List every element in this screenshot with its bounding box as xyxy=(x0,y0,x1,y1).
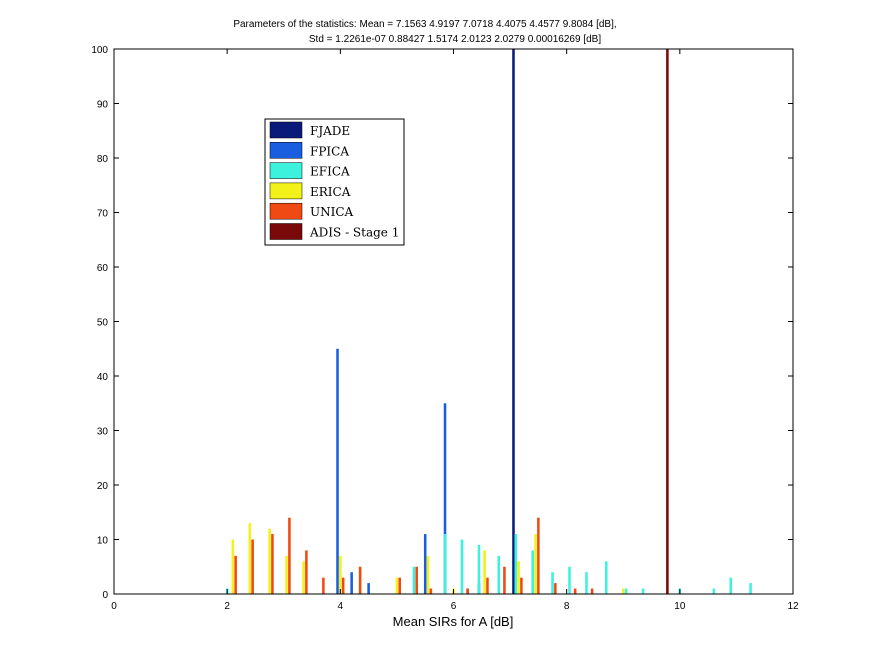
plot-area: 0 2 4 6 8 10 12 0 10 20 30 40 50 60 70 80 90 100 xyxy=(91,45,799,612)
bar-efica-10 xyxy=(585,572,588,594)
bar-efica-2 xyxy=(443,534,447,594)
bar-erica-11 xyxy=(517,561,520,594)
x-tick-label-5: 10 xyxy=(674,601,686,612)
bar-unica-9 xyxy=(415,566,418,594)
bar-erica-10 xyxy=(483,550,486,594)
bar-unica-12 xyxy=(486,577,489,594)
bar-fpica-4 xyxy=(443,403,447,594)
bar-fpica-3 xyxy=(423,534,427,594)
bar-efica-16 xyxy=(729,577,733,594)
bar-unica-17 xyxy=(573,588,577,594)
x-tick-label-3: 6 xyxy=(451,601,457,612)
chart-title-line-1: Parameters of the statistics: Mean = 7.1… xyxy=(233,19,616,30)
y-tick-label-3: 30 xyxy=(97,427,109,438)
legend-label-efica: EFICA xyxy=(310,165,350,179)
y-tick-label-6: 60 xyxy=(97,263,109,274)
bar-fpica-1 xyxy=(350,572,353,594)
y-tick-label-10: 100 xyxy=(91,45,108,56)
x-tick-label-0: 0 xyxy=(111,601,117,612)
bar-erica-1 xyxy=(248,523,252,594)
legend-label-erica: ERICA xyxy=(310,185,351,199)
bar-unica-15 xyxy=(537,517,540,594)
bar-unica-3 xyxy=(288,517,291,594)
bar-erica-13 xyxy=(621,588,625,594)
plot-frame xyxy=(113,48,794,595)
bar-efica-8 xyxy=(551,572,554,594)
bar-erica-7 xyxy=(395,577,399,594)
bar-unica-18 xyxy=(590,588,594,594)
y-ticks: 0 10 20 30 40 50 60 70 80 90 100 xyxy=(91,45,793,601)
x-tick-label-1: 2 xyxy=(224,601,230,612)
bar-efica-1 xyxy=(412,566,416,594)
y-tick-label-2: 20 xyxy=(97,481,109,492)
bar-fjade-0 xyxy=(512,49,515,594)
bar-unica-10 xyxy=(429,588,433,594)
bar-unica-2 xyxy=(271,534,274,594)
bar-unica-8 xyxy=(398,577,402,594)
legend-label-fpica: FPICA xyxy=(310,144,349,158)
bar-erica-8 xyxy=(426,555,430,594)
x-tick-label-6: 12 xyxy=(787,601,799,612)
legend-swatch-efica xyxy=(269,162,303,179)
bar-fpica-2 xyxy=(367,583,370,594)
y-tick-label-7: 70 xyxy=(97,209,109,220)
bar-efica-12 xyxy=(624,588,628,594)
bar-efica-15 xyxy=(712,588,716,594)
bar-erica-5 xyxy=(339,555,342,594)
x-ticks: 0 2 4 6 8 10 12 xyxy=(111,49,799,612)
bar-efica-13 xyxy=(641,588,645,594)
bar-erica-12 xyxy=(534,534,537,594)
legend-swatch-fjade xyxy=(269,121,303,139)
bar-unica-0 xyxy=(234,555,237,594)
bar-adis-stage-1-0 xyxy=(666,49,669,594)
bar-erica-3 xyxy=(285,555,288,594)
bar-unica-13 xyxy=(503,566,506,594)
legend-swatch-unica xyxy=(269,202,303,220)
legend-label-adis-stage-1: ADIS - Stage 1 xyxy=(309,226,399,240)
bar-unica-1 xyxy=(251,539,254,594)
y-tick-label-4: 40 xyxy=(97,372,109,383)
x-tick-label-2: 4 xyxy=(338,601,344,612)
bar-unica-14 xyxy=(520,577,523,594)
bars-group xyxy=(225,49,752,594)
bar-erica-4 xyxy=(302,561,305,594)
bar-unica-16 xyxy=(554,583,557,594)
x-tick-label-4: 8 xyxy=(564,601,570,612)
bar-efica-3 xyxy=(460,539,464,594)
legend: FJADE FPICA EFICA ERICA UNICA ADIS - Stage 1 xyxy=(264,118,405,246)
y-tick-label-8: 80 xyxy=(97,154,109,165)
legend-label-fjade: FJADE xyxy=(310,124,350,138)
bar-unica-4 xyxy=(305,550,308,594)
bar-efica-7 xyxy=(531,550,534,594)
y-tick-label-1: 10 xyxy=(97,536,109,547)
y-tick-label-9: 90 xyxy=(97,100,109,111)
x-axis-label: Mean SIRs for A [dB] xyxy=(393,614,514,629)
bar-unica-5 xyxy=(322,577,325,594)
bar-erica-0 xyxy=(231,539,235,594)
bar-efica-9 xyxy=(568,566,571,594)
legend-label-unica: UNICA xyxy=(310,205,354,219)
bar-efica-5 xyxy=(497,555,501,594)
legend-swatch-fpica xyxy=(269,142,303,159)
y-tick-label-0: 0 xyxy=(102,590,108,601)
legend-swatch-erica xyxy=(269,182,303,200)
bar-erica-2 xyxy=(268,528,271,594)
bar-unica-6 xyxy=(341,577,345,594)
bar-fpica-0 xyxy=(336,348,339,594)
legend-swatch-adis-stage-1 xyxy=(269,223,303,240)
bar-efica-17 xyxy=(749,583,752,594)
bar-efica-6 xyxy=(514,534,518,594)
bar-efica-4 xyxy=(477,544,481,594)
chart-title-line-2: Std = 1.2261e-07 0.88427 1.5174 2.0123 2… xyxy=(309,34,601,45)
bar-efica-11 xyxy=(605,561,608,594)
bar-unica-7 xyxy=(358,566,362,594)
bar-unica-11 xyxy=(466,588,469,594)
y-tick-label-5: 50 xyxy=(97,318,109,329)
